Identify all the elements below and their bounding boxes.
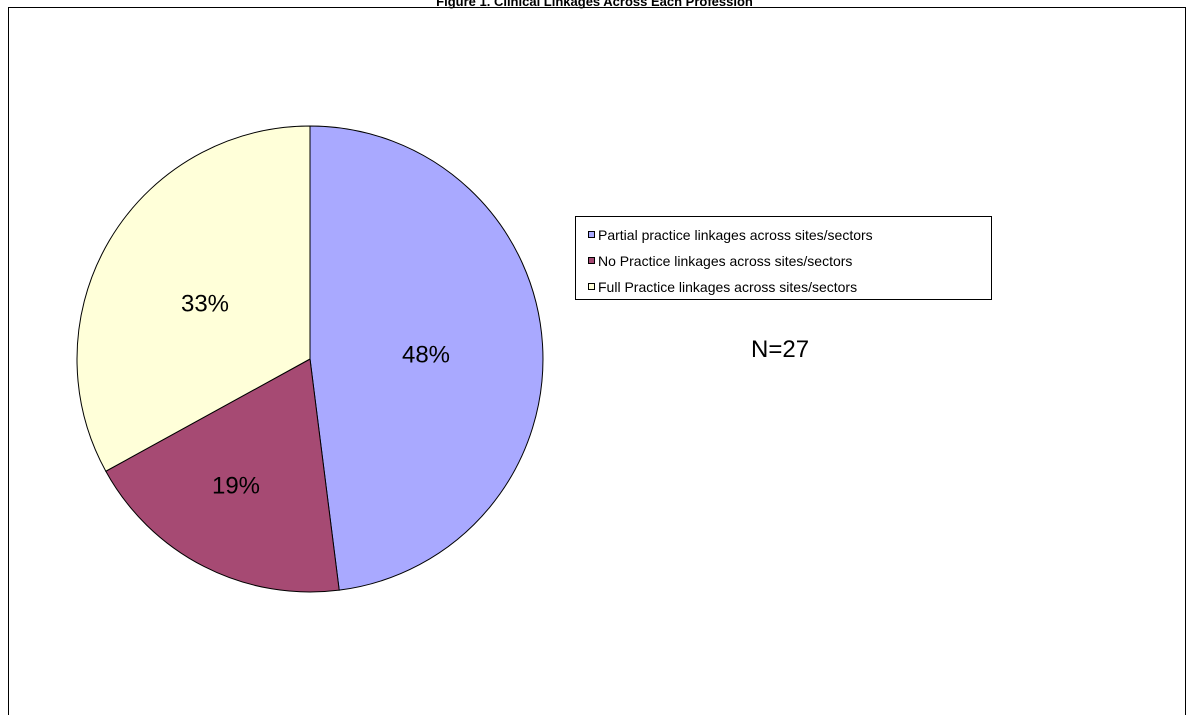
pie-slice-label-0: 48% <box>402 342 450 369</box>
legend-label-none: No Practice linkages across sites/sector… <box>598 253 853 269</box>
legend-item-full: Full Practice linkages across sites/sect… <box>588 279 858 295</box>
sample-size-note: N=27 <box>751 336 810 363</box>
chart-title: Figure 1. Clinical Linkages Across Each … <box>436 0 753 9</box>
legend-label-full: Full Practice linkages across sites/sect… <box>598 279 858 295</box>
legend-item-partial: Partial practice linkages across sites/s… <box>588 227 873 243</box>
legend-label-partial: Partial practice linkages across sites/s… <box>598 227 873 243</box>
chart-frame <box>8 7 1186 715</box>
chart-legend: Partial practice linkages across sites/s… <box>575 216 992 300</box>
pie-slice-1 <box>105 358 340 593</box>
legend-swatch-none <box>588 257 595 264</box>
legend-swatch-partial <box>588 231 595 238</box>
pie-slice-2 <box>76 125 311 472</box>
legend-item-none: No Practice linkages across sites/sector… <box>588 253 853 269</box>
pie-slice-label-2: 33% <box>181 291 229 318</box>
pie-slice-label-1: 19% <box>212 473 260 500</box>
legend-swatch-full <box>588 283 595 290</box>
pie-slice-0 <box>309 125 544 591</box>
